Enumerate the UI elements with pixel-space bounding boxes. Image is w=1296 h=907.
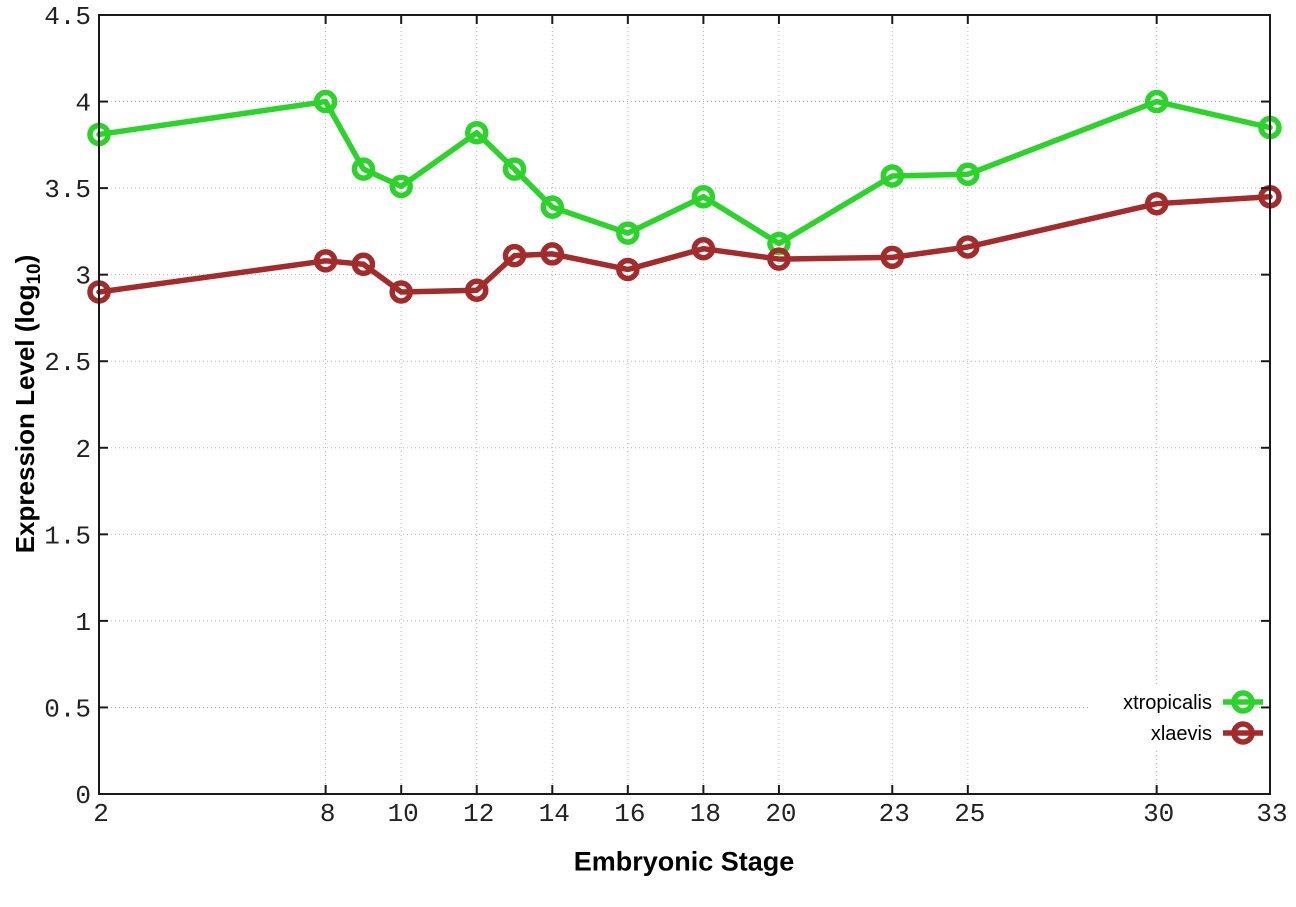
data-point-xtropicalis: [691, 185, 716, 209]
y-axis-title-suffix: ): [9, 254, 40, 264]
y-tick-label: 2: [75, 435, 91, 465]
data-point-xtropicalis: [956, 162, 980, 187]
x-tick-label: 14: [539, 799, 570, 829]
x-tick-label: 16: [614, 799, 645, 829]
legend-marker-icon-xlaevis: [1231, 721, 1255, 745]
y-axis-title-text: Expression Level (log: [9, 284, 40, 554]
x-tick-label: 23: [879, 799, 910, 829]
y-tick-label: 0: [75, 781, 91, 811]
data-point-xlaevis: [767, 247, 791, 271]
data-point-xtropicalis: [351, 157, 376, 181]
y-tick-label: 0.5: [44, 694, 91, 724]
x-tick-label: 8: [320, 799, 336, 829]
data-point-xlaevis: [351, 252, 376, 277]
x-tick-label: 2: [93, 799, 109, 829]
data-point-xlaevis: [691, 236, 716, 261]
legend-label-xtropicalis: xtropicalis: [1123, 692, 1212, 714]
data-point-xtropicalis: [616, 221, 640, 245]
data-point-xlaevis: [616, 257, 640, 282]
data-point-xlaevis: [1144, 191, 1169, 216]
data-point-xlaevis: [540, 242, 565, 266]
x-tick-label: 12: [463, 799, 494, 829]
y-tick-label: 3: [75, 262, 91, 292]
data-point-xtropicalis: [502, 157, 527, 181]
y-tick-label: 3.5: [44, 175, 91, 205]
data-point-xlaevis: [464, 278, 489, 302]
y-tick-label: 1: [75, 608, 91, 638]
series-line-xlaevis: [96, 194, 1273, 295]
x-tick-label: 10: [388, 799, 419, 829]
y-tick-label: 4.5: [44, 2, 91, 32]
x-tick-label: 20: [765, 799, 796, 829]
data-point-xlaevis: [956, 235, 980, 259]
x-tick-label: 18: [690, 799, 721, 829]
data-point-xtropicalis: [880, 164, 905, 188]
x-tick-label: 25: [954, 799, 985, 829]
series-line-xtropicalis: [96, 98, 1273, 247]
data-point-xtropicalis: [313, 89, 338, 114]
y-tick-label: 4: [75, 89, 91, 119]
y-tick-label: 1.5: [44, 521, 91, 551]
data-point-xtropicalis: [540, 195, 565, 219]
data-point-xlaevis: [502, 243, 527, 268]
data-point-xtropicalis: [389, 174, 413, 199]
plot-border: [98, 14, 1271, 795]
data-point-xlaevis: [389, 280, 413, 304]
y-tick-label: 2.5: [44, 348, 91, 378]
x-tick-label: 33: [1256, 799, 1287, 829]
legend-background: [1090, 684, 1258, 750]
y-axis-title-subscript: 10: [24, 263, 46, 285]
x-tick-label: 30: [1143, 799, 1174, 829]
data-point-xlaevis: [313, 249, 338, 273]
y-axis-title: Expression Level (log10): [10, 255, 46, 554]
legend-label-xlaevis: xlaevis: [1151, 723, 1212, 745]
data-point-xlaevis: [880, 245, 905, 270]
x-axis-title: Embryonic Stage: [573, 846, 795, 877]
data-point-xtropicalis: [1144, 89, 1169, 114]
legend-marker-icon-xtropicalis: [1231, 690, 1255, 714]
data-point-xtropicalis: [464, 120, 489, 145]
